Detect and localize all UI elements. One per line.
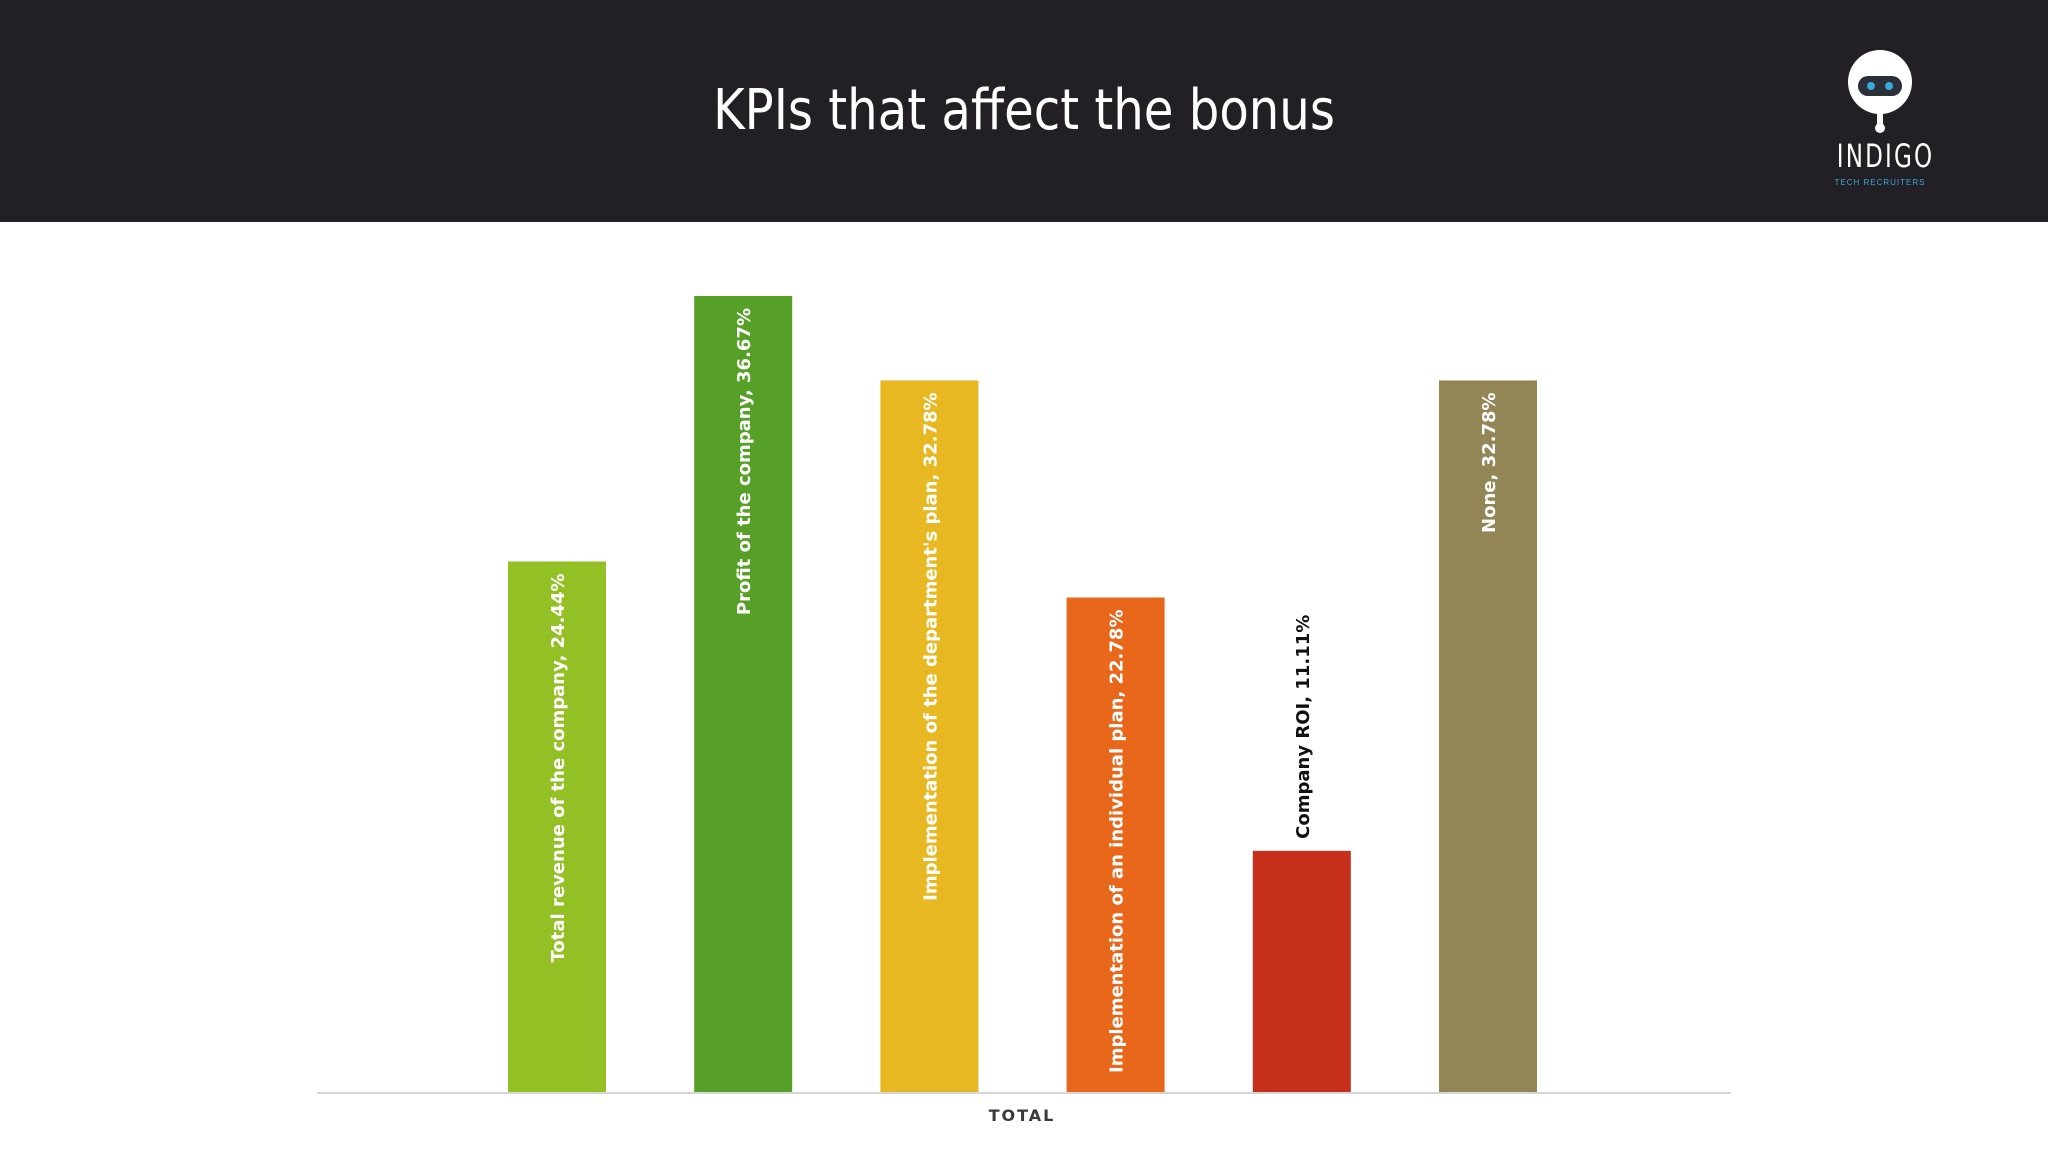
bar-data-label-6: None, 32.78% [1479,392,1500,533]
bar-data-label-4: Implementation of an individual plan, 22… [1107,610,1128,1073]
bar-2 [694,296,793,1092]
bar-6 [1439,380,1537,1092]
data-label-group: Total revenue of the company, 24.44% Prof… [548,308,1500,1073]
logo-wordmark: INDIGO [1836,137,1935,175]
bar-data-label-2: Profit of the company, 36.67% [734,308,755,615]
bar-data-label-1: Total revenue of the company, 24.44% [548,573,569,962]
bar-group [508,296,1537,1092]
bar-5 [1252,850,1351,1092]
bar-3 [880,380,979,1092]
bar-data-label-3: Implementation of the department's plan,… [920,392,941,900]
logo-tagline: TECH RECRUITERS [1834,178,1926,187]
robot-head-icon [1848,50,1912,133]
bar-chart: Total revenue of the company, 24.44% Prof… [317,296,1731,1125]
bar-4 [1066,597,1165,1092]
bar-data-label-5: Company ROI, 11.11% [1293,615,1314,839]
header-bar: KPIs that affect the bonus INDIGO TECH R… [0,0,2048,222]
bar-1 [508,561,606,1092]
x-axis-label: TOTAL [989,1106,1056,1125]
page-title: KPIs that affect the bonus [713,78,1335,143]
